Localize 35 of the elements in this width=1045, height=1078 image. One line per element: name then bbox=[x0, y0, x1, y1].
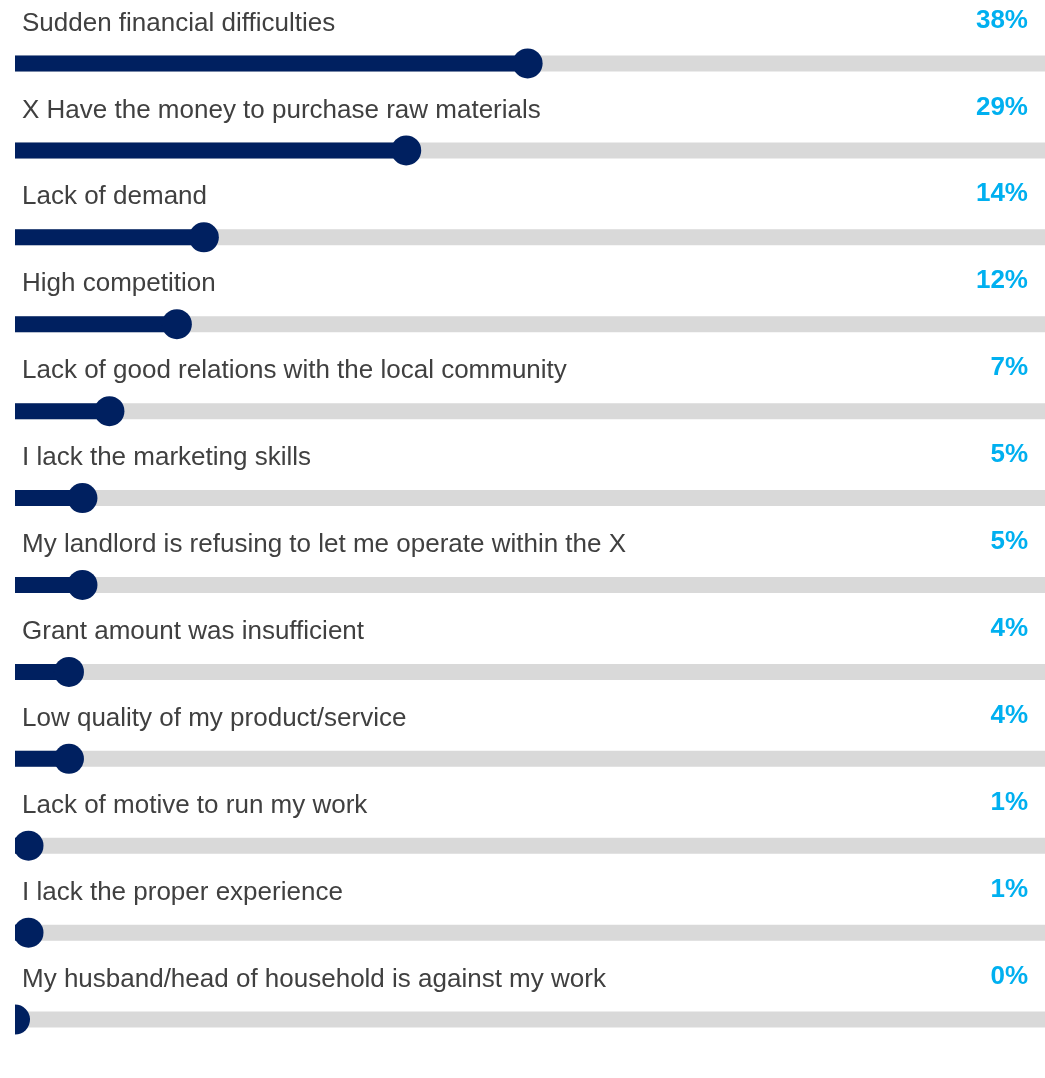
y-tick-label: My landlord is refusing to let me operate within the X bbox=[22, 528, 627, 559]
y-tick-label: I lack the marketing skills bbox=[22, 441, 311, 472]
y-tick-label: X Have the money to purchase raw materials bbox=[22, 93, 541, 124]
data-label: 0% bbox=[990, 959, 1028, 990]
point bbox=[67, 483, 98, 514]
y-tick-label: Sudden financial difficulties bbox=[22, 6, 336, 37]
point bbox=[15, 917, 44, 948]
y-tick-label: I lack the proper experience bbox=[22, 875, 343, 906]
y-tick-label: Lack of motive to run my work bbox=[22, 788, 369, 819]
point bbox=[15, 830, 44, 861]
point bbox=[53, 656, 84, 687]
data-label: 4% bbox=[990, 698, 1028, 729]
point bbox=[67, 569, 98, 600]
data-label: 38% bbox=[975, 3, 1028, 34]
point bbox=[391, 135, 422, 166]
point bbox=[53, 743, 84, 774]
point bbox=[188, 222, 219, 253]
data-label: 5% bbox=[990, 525, 1028, 556]
data-label: 1% bbox=[990, 872, 1028, 903]
data-label: 14% bbox=[975, 177, 1028, 208]
point bbox=[161, 309, 192, 340]
data-label: 7% bbox=[990, 351, 1028, 382]
data-label: 1% bbox=[990, 785, 1028, 816]
data-label: 12% bbox=[975, 264, 1028, 295]
y-tick-label: High competition bbox=[22, 267, 216, 298]
y-tick-label: My husband/head of household is against my work bbox=[22, 962, 607, 993]
y-tick-label: Lack of demand bbox=[22, 180, 208, 211]
data-label: 5% bbox=[990, 438, 1028, 469]
data-label: 4% bbox=[990, 612, 1028, 643]
data-label: 29% bbox=[975, 90, 1028, 121]
point bbox=[512, 48, 543, 79]
y-tick-label: Lack of good relations with the local community bbox=[22, 354, 567, 385]
y-tick-label: Grant amount was insufficient bbox=[22, 615, 365, 646]
y-tick-label: Low quality of my product/service bbox=[22, 701, 407, 732]
point bbox=[94, 396, 125, 427]
